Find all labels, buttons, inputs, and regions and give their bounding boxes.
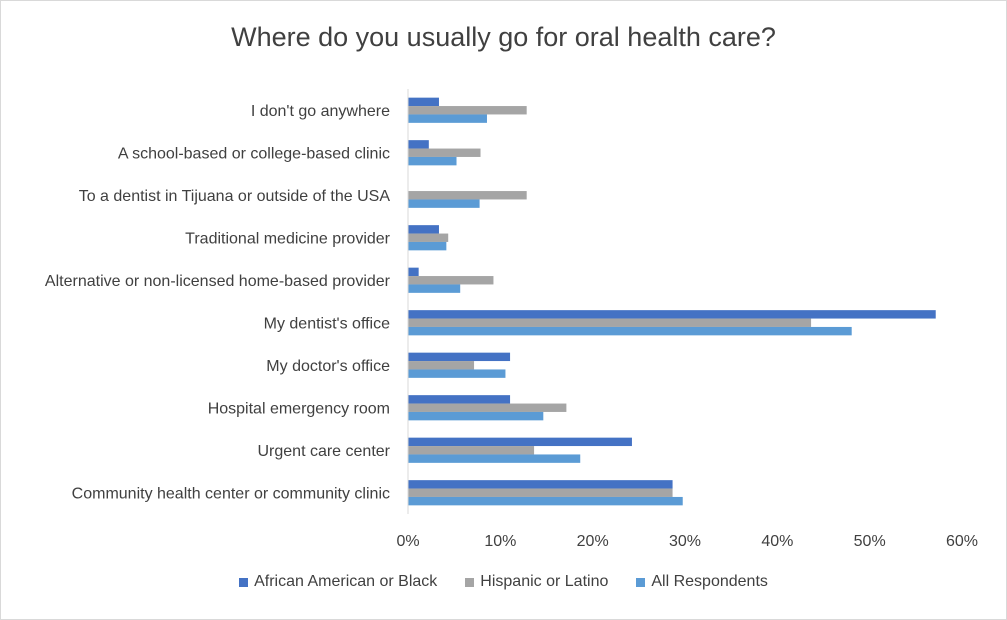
legend-item-african-american: African American or Black xyxy=(239,573,437,591)
bar xyxy=(408,225,439,234)
category-label: Alternative or non-licensed home-based p… xyxy=(45,273,391,290)
category-label: Traditional medicine provider xyxy=(185,230,391,247)
category-label: My dentist's office xyxy=(264,315,390,332)
category-label: My doctor's office xyxy=(266,358,390,375)
bar xyxy=(408,488,673,497)
legend-item-hispanic: Hispanic or Latino xyxy=(465,573,608,591)
bar xyxy=(408,97,439,107)
legend-swatch xyxy=(636,577,646,587)
category-label: Community health center or community cli… xyxy=(72,485,390,502)
bar xyxy=(408,411,544,421)
legend-swatch xyxy=(239,577,249,587)
bar xyxy=(408,395,511,404)
bar xyxy=(408,454,581,463)
bar xyxy=(408,480,673,489)
legend-label: All Respondents xyxy=(651,573,768,590)
x-tick-label: 0% xyxy=(396,533,419,550)
x-tick-label: 10% xyxy=(484,533,516,550)
x-tick-label: 40% xyxy=(761,533,793,550)
bar xyxy=(408,148,481,157)
bar xyxy=(408,496,683,506)
legend-item-all-respondents: All Respondents xyxy=(636,573,768,591)
category-label: Urgent care center xyxy=(257,443,390,460)
category-label: Hospital emergency room xyxy=(208,400,390,417)
bar xyxy=(408,326,852,336)
category-label: A school-based or college-based clinic xyxy=(118,145,390,162)
bar xyxy=(408,140,429,149)
x-tick-label: 30% xyxy=(669,533,701,550)
chart-title: Where do you usually go for oral health … xyxy=(231,22,776,52)
x-tick-label: 60% xyxy=(946,533,978,550)
bar xyxy=(408,156,457,166)
legend-swatch xyxy=(465,577,475,587)
legend-label: African American or Black xyxy=(254,573,438,590)
bar xyxy=(408,369,506,378)
x-tick-label: 50% xyxy=(854,533,886,550)
bar xyxy=(408,318,812,327)
bar xyxy=(408,352,511,362)
bar xyxy=(408,446,535,455)
bar xyxy=(408,233,449,242)
bar xyxy=(408,191,527,200)
legend-label: Hispanic or Latino xyxy=(480,573,609,590)
legend: African American or Black Hispanic or La… xyxy=(0,573,1007,591)
bar xyxy=(408,199,480,208)
bar xyxy=(408,114,487,123)
bar xyxy=(408,437,632,447)
bar xyxy=(408,241,447,251)
bar xyxy=(408,403,567,412)
bar xyxy=(408,267,419,277)
bar xyxy=(408,106,527,115)
category-label: I don't go anywhere xyxy=(251,103,390,120)
bar xyxy=(408,284,461,293)
x-tick-label: 20% xyxy=(577,533,609,550)
bar xyxy=(408,310,936,319)
bar xyxy=(408,361,475,370)
bar xyxy=(408,276,494,285)
category-label: To a dentist in Tijuana or outside of th… xyxy=(79,188,391,205)
